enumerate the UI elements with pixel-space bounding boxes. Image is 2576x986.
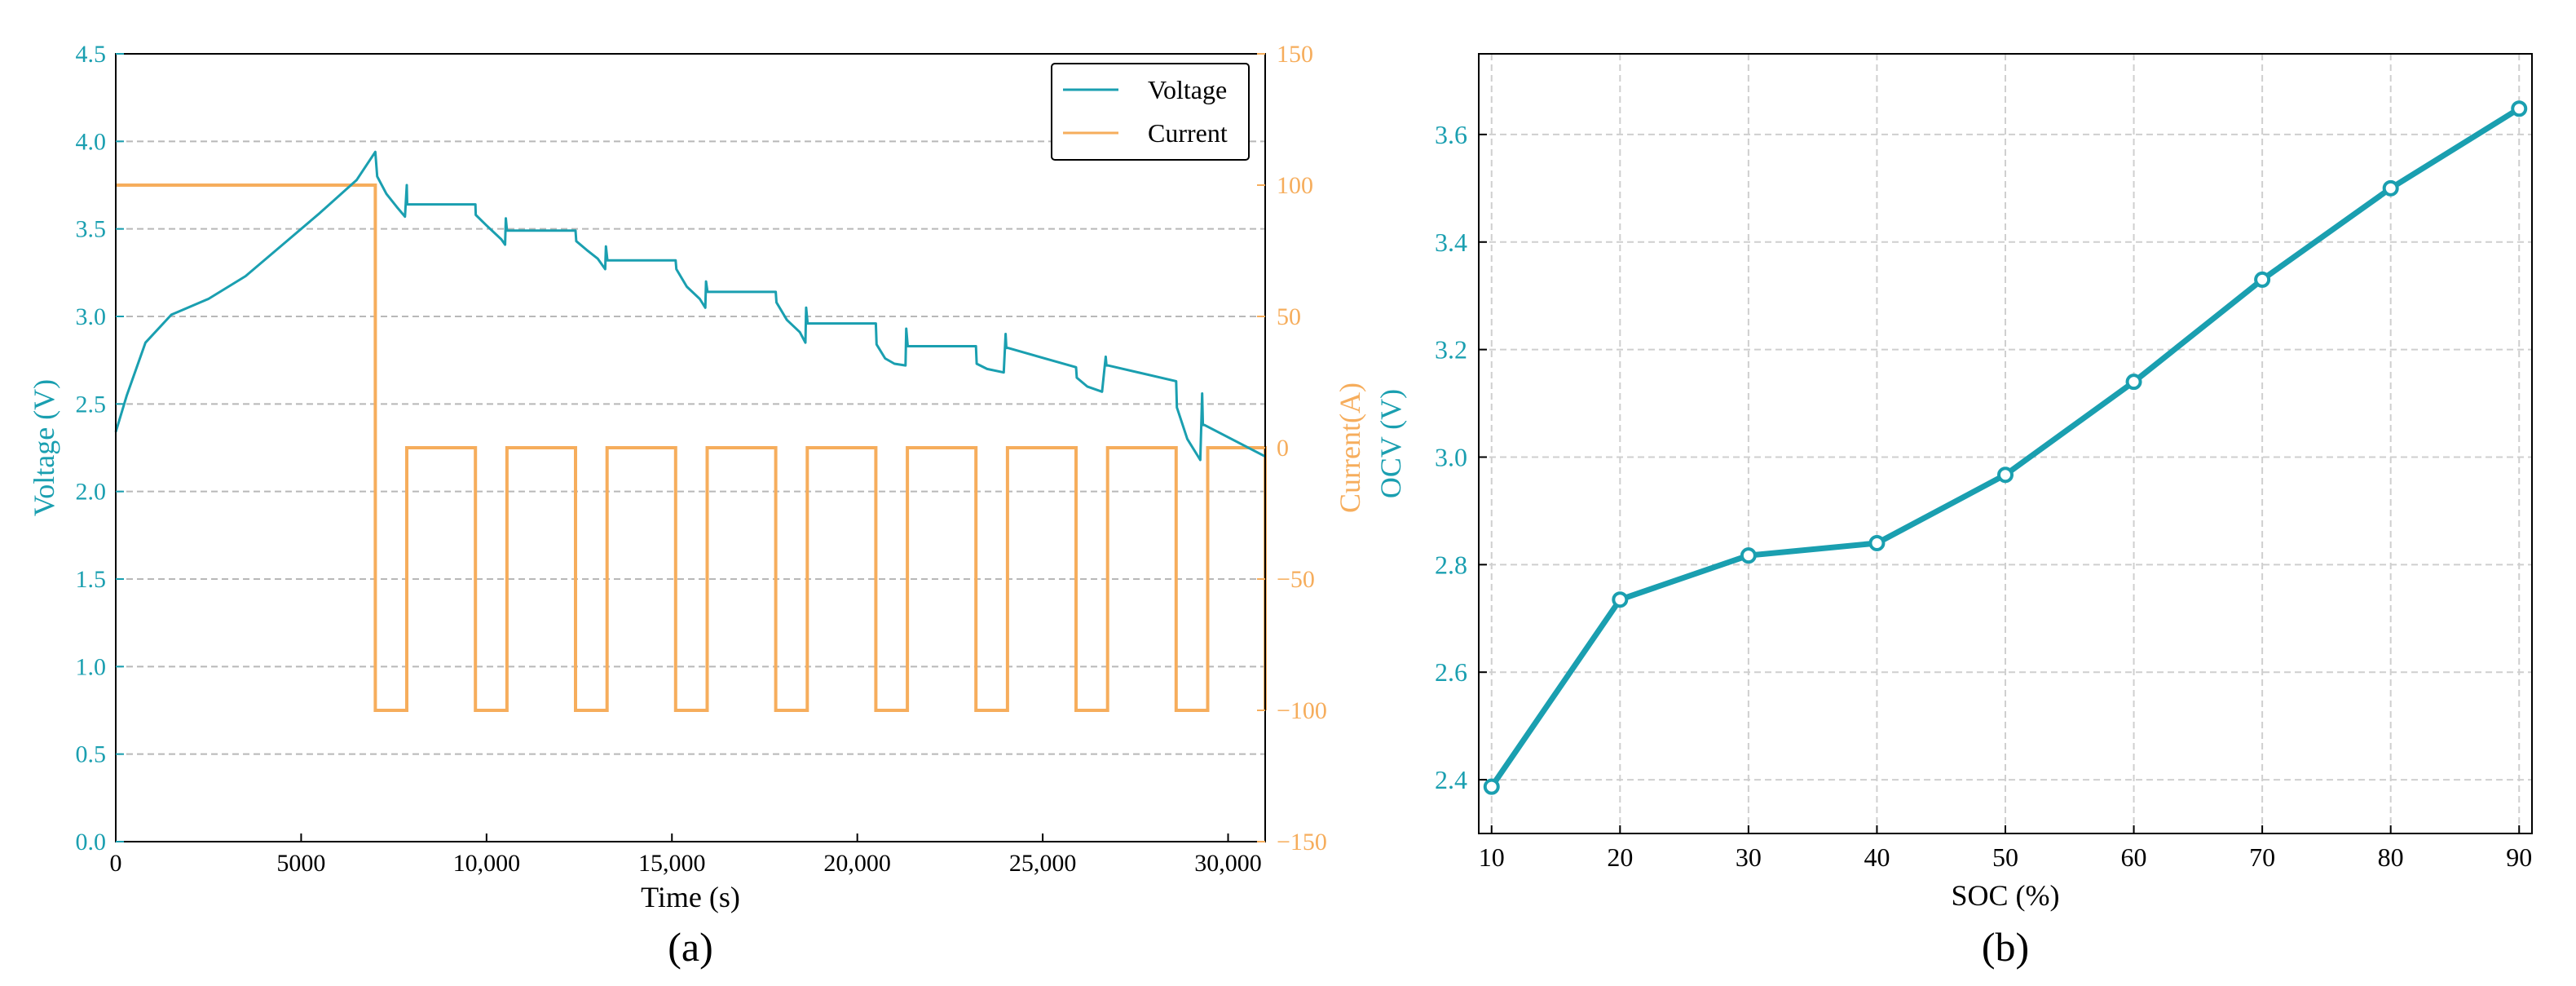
- ocv-point: [1612, 591, 1629, 608]
- b-y-tick-label: 2.4: [1435, 765, 1467, 794]
- ocv-point: [2254, 271, 2271, 288]
- a-y2-tick-label: −150: [1277, 829, 1327, 856]
- a-y-tick-label: 0.0: [76, 829, 107, 856]
- b-y-tick-label: 3.6: [1435, 120, 1467, 149]
- b-y-tick-label: 3.2: [1435, 335, 1467, 365]
- a-y-axis-label: Voltage (V): [28, 379, 60, 516]
- ocv-point: [2511, 100, 2528, 117]
- b-x-ticks: 10 20 30 40 50 60 70 80 90: [1479, 825, 2532, 872]
- a-x-tick-label: 15,000: [638, 850, 706, 877]
- a-y-tick-label: 0.5: [76, 741, 107, 768]
- b-x-tick-label: 80: [2378, 842, 2404, 872]
- a-current-series: [116, 183, 1267, 712]
- a-y-tick-label: 4.0: [76, 128, 107, 155]
- a-gridlines: [116, 140, 1265, 755]
- a-y-tick-label: 3.5: [76, 216, 107, 243]
- b-x-tick-label: 70: [2249, 842, 2275, 872]
- a-y-tick-label: 4.5: [76, 41, 107, 68]
- b-x-axis-label: SOC (%): [1952, 879, 2060, 912]
- panel-a: 0 5000 10,000 15,000 20,000 25,000 30,000 0.00…: [28, 41, 1366, 970]
- a-x-tick-label: 30,000: [1194, 850, 1262, 877]
- a-y-tick-label: 2.0: [76, 479, 107, 506]
- b-x-tick-label: 50: [1992, 842, 2018, 872]
- b-y-ticks: 2.4 2.6 2.8 3.0 3.2 3.4 3.6: [1435, 120, 1487, 794]
- a-y2-ticks: −150 −100 −50 0 50 100 150: [1257, 41, 1327, 856]
- panel-a-caption: (a): [668, 924, 713, 970]
- a-plot-frame: [115, 53, 1266, 842]
- a-y2-tick-label: 100: [1277, 172, 1313, 199]
- a-y2-tick-label: 50: [1277, 303, 1301, 330]
- a-y2-tick-label: 150: [1277, 41, 1313, 68]
- a-y2-tick-label: −50: [1277, 566, 1315, 593]
- legend-current-label: Current: [1148, 118, 1228, 148]
- a-x-tick-label: 0: [110, 850, 122, 877]
- ocv-point: [1483, 778, 1500, 795]
- b-x-tick-label: 40: [1864, 842, 1890, 872]
- b-x-tick-label: 20: [1607, 842, 1633, 872]
- a-x-ticks: 0 5000 10,000 15,000 20,000 25,000 30,000: [110, 833, 1262, 877]
- a-y-tick-label: 2.5: [76, 391, 107, 418]
- b-x-tick-label: 90: [2506, 842, 2532, 872]
- a-y2-axis-label: Current(A): [1334, 382, 1366, 513]
- a-x-tick-label: 25,000: [1009, 850, 1077, 877]
- a-x-tick-label: 20,000: [823, 850, 891, 877]
- voltage-line: [114, 150, 1266, 462]
- a-voltage-series: [114, 150, 1266, 462]
- current-line: [116, 183, 1267, 712]
- a-y-ticks: 0.0 0.5 1.0 1.5 2.0 2.5 3.0 3.5 4.0 4.5: [76, 41, 124, 856]
- a-legend: Voltage Current: [1051, 63, 1250, 161]
- ocv-point: [2125, 374, 2142, 391]
- a-y2-tick-label: −100: [1277, 697, 1327, 724]
- b-y-tick-label: 2.8: [1435, 550, 1467, 579]
- legend-box: [1051, 63, 1250, 161]
- b-y-tick-label: 3.4: [1435, 228, 1467, 257]
- a-y2-tick-label: 0: [1277, 435, 1289, 462]
- a-x-tick-label: 10,000: [453, 850, 521, 877]
- b-ocv-series: [1483, 100, 2528, 795]
- a-y-tick-label: 1.5: [76, 566, 107, 593]
- ocv-point: [2382, 179, 2399, 197]
- a-x-tick-label: 5000: [276, 850, 325, 877]
- ocv-point: [1868, 534, 1886, 551]
- a-y-tick-label: 1.0: [76, 653, 107, 680]
- panel-b-caption: (b): [1982, 924, 2029, 970]
- b-x-tick-label: 30: [1736, 842, 1762, 872]
- b-x-tick-label: 60: [2121, 842, 2147, 872]
- panel-b: 10 20 30 40 50 60 70 80 90 2.4 2.6 2.8 3.0 3.2 3.4 3.6…: [1374, 53, 2533, 970]
- a-x-axis-label: Time (s): [641, 881, 740, 913]
- ocv-point: [1740, 547, 1757, 564]
- a-y-tick-label: 3.0: [76, 303, 107, 330]
- b-y-axis-label: OCV (V): [1374, 389, 1407, 498]
- b-y-tick-label: 3.0: [1435, 442, 1467, 471]
- b-y-tick-label: 2.6: [1435, 657, 1467, 687]
- b-x-tick-label: 10: [1479, 842, 1505, 872]
- b-gridlines: [1479, 54, 2532, 833]
- ocv-point: [1997, 466, 2014, 484]
- legend-voltage-label: Voltage: [1148, 75, 1227, 104]
